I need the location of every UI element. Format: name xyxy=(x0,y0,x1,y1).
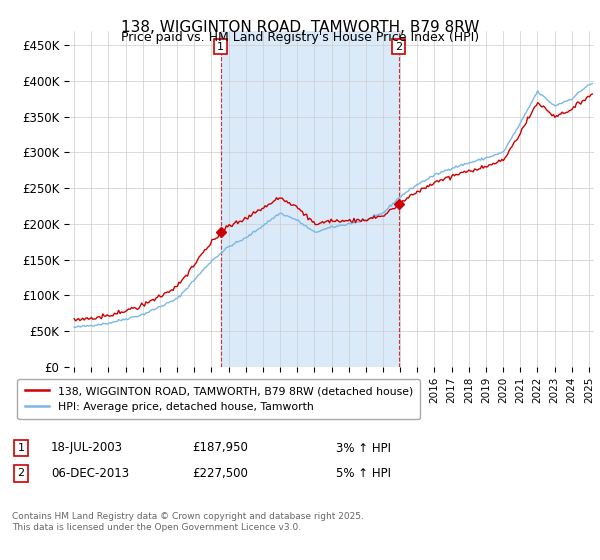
Text: 1: 1 xyxy=(17,443,25,453)
Bar xyxy=(221,31,399,367)
Text: 2: 2 xyxy=(17,468,25,478)
Text: 5% ↑ HPI: 5% ↑ HPI xyxy=(336,466,391,480)
Text: 06-DEC-2013: 06-DEC-2013 xyxy=(51,466,129,480)
Text: 1: 1 xyxy=(217,41,224,52)
Text: Contains HM Land Registry data © Crown copyright and database right 2025.
This d: Contains HM Land Registry data © Crown c… xyxy=(12,512,364,532)
Legend: 138, WIGGINTON ROAD, TAMWORTH, B79 8RW (detached house), HPI: Average price, det: 138, WIGGINTON ROAD, TAMWORTH, B79 8RW (… xyxy=(17,379,421,419)
Text: 3% ↑ HPI: 3% ↑ HPI xyxy=(336,441,391,455)
Text: 2: 2 xyxy=(395,41,402,52)
Text: 138, WIGGINTON ROAD, TAMWORTH, B79 8RW: 138, WIGGINTON ROAD, TAMWORTH, B79 8RW xyxy=(121,20,479,35)
Text: Price paid vs. HM Land Registry's House Price Index (HPI): Price paid vs. HM Land Registry's House … xyxy=(121,31,479,44)
Text: £227,500: £227,500 xyxy=(192,466,248,480)
Text: 18-JUL-2003: 18-JUL-2003 xyxy=(51,441,123,455)
Text: £187,950: £187,950 xyxy=(192,441,248,455)
